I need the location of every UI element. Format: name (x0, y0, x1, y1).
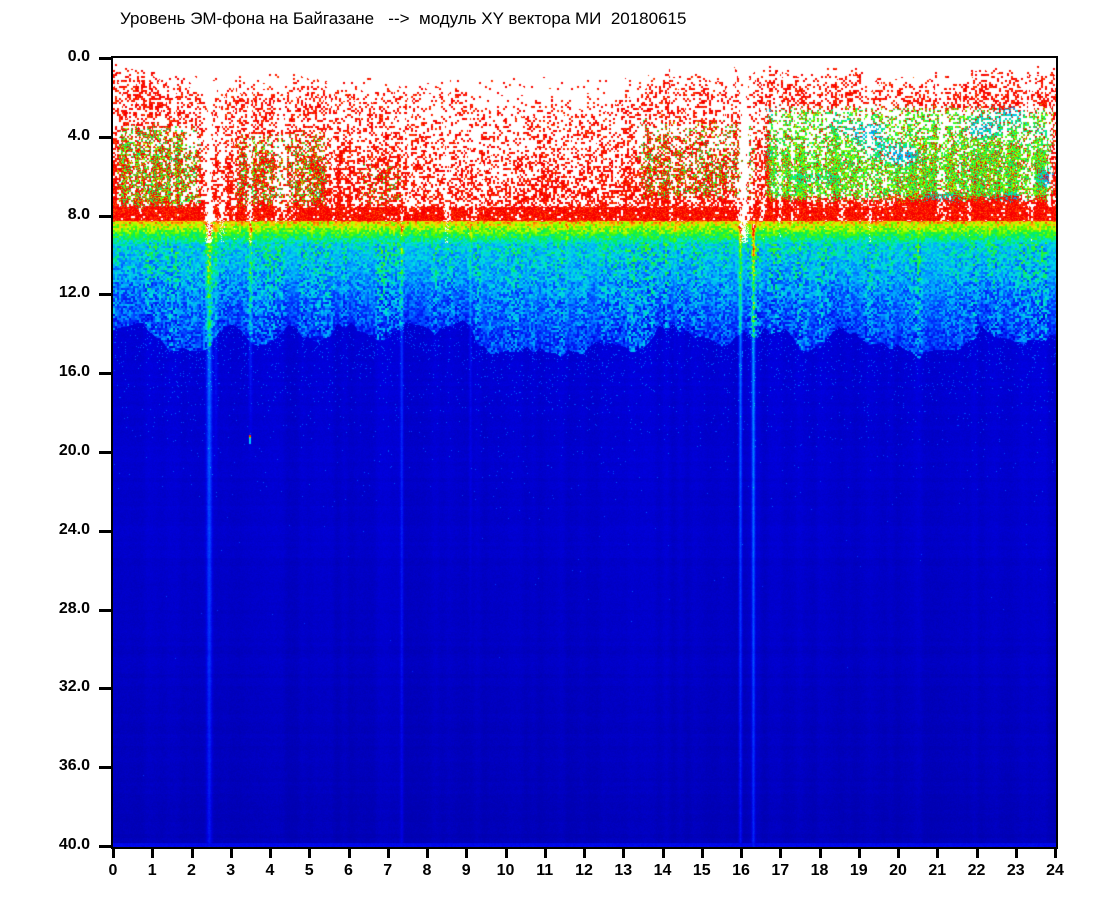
x-axis-tick-label: 18 (810, 862, 829, 879)
y-axis-tick-label: 4.0 (67, 126, 90, 144)
y-axis-tick-label: 8.0 (67, 205, 90, 223)
x-axis-tick (1014, 847, 1018, 858)
x-axis-tick-label: 9 (461, 862, 471, 879)
x-axis-tick-label: 15 (692, 862, 711, 879)
x-axis-tick (190, 847, 194, 858)
x-axis-tick (897, 847, 900, 858)
x-axis-tick (504, 847, 508, 858)
x-axis-tick-label: 6 (344, 862, 353, 879)
y-axis-tick (99, 451, 111, 454)
x-axis-tick (543, 847, 547, 858)
x-axis-tick (269, 847, 272, 858)
x-axis-tick-label: 5 (304, 862, 314, 879)
x-axis-tick (426, 847, 429, 858)
x-axis-tick-label: 10 (496, 862, 515, 879)
y-axis-tick-label: 32.0 (58, 678, 90, 696)
x-axis-tick (740, 847, 743, 858)
x-axis-tick (465, 847, 469, 858)
x-axis-tick-label: 3 (226, 862, 236, 879)
y-axis-tick-label: 12.0 (58, 284, 90, 302)
y-axis-tick-label: 36.0 (58, 757, 90, 775)
x-axis-tick (583, 847, 586, 858)
x-axis-tick (779, 847, 783, 858)
x-axis-tick-label: 17 (771, 862, 790, 879)
x-axis-tick-label: 22 (967, 862, 986, 879)
x-axis-tick-label: 4 (265, 862, 275, 879)
y-axis-tick-label: 20.0 (58, 442, 90, 459)
y-axis-tick-label: 0.0 (67, 48, 90, 65)
x-axis-tick-label: 12 (575, 862, 593, 879)
y-axis-tick (99, 293, 111, 297)
y-axis-tick (99, 57, 111, 60)
y-axis-tick (99, 529, 111, 533)
x-axis-tick (229, 847, 233, 858)
x-axis-tick-label: 23 (1006, 862, 1025, 879)
spectrogram-canvas (113, 58, 1056, 847)
x-axis-tick-label: 16 (732, 862, 750, 879)
y-axis-tick (99, 608, 111, 612)
x-axis-tick (347, 847, 351, 858)
y-axis-tick (99, 766, 111, 770)
x-axis-tick-label: 1 (147, 862, 157, 879)
x-axis-tick (151, 847, 155, 858)
y-axis-tick (99, 372, 111, 376)
chart-title: Уровень ЭМ-фона на Байгазане --> модуль … (120, 9, 687, 28)
x-axis-tick (622, 847, 626, 858)
x-axis-tick-label: 2 (187, 862, 196, 879)
x-axis-tick (975, 847, 979, 858)
y-axis-tick-label: 24.0 (58, 520, 90, 538)
x-axis-tick-label: 8 (422, 862, 432, 879)
y-axis-tick (99, 845, 111, 848)
x-axis-tick-label: 11 (536, 862, 554, 879)
y-axis-tick-label: 40.0 (58, 836, 90, 853)
x-axis-tick (386, 847, 390, 858)
x-axis-tick (936, 847, 940, 858)
x-axis-tick-label: 7 (383, 862, 393, 879)
x-axis-tick (857, 847, 861, 858)
x-axis-tick-label: 21 (928, 862, 947, 879)
x-axis-tick (1054, 847, 1057, 858)
x-axis-tick-label: 24 (1046, 862, 1064, 879)
x-axis-tick-label: 14 (653, 862, 672, 879)
x-axis-tick-label: 20 (889, 862, 907, 879)
x-axis-tick (700, 847, 704, 858)
x-axis-tick (661, 847, 665, 858)
x-axis-tick (818, 847, 822, 858)
x-axis-tick (308, 847, 312, 858)
x-axis-tick-label: 19 (849, 862, 868, 879)
x-axis-tick-label: 13 (614, 862, 633, 879)
x-axis-tick (112, 847, 115, 858)
y-axis-tick-label: 28.0 (58, 599, 90, 617)
x-axis-tick-label: 0 (108, 862, 118, 879)
y-axis-tick-label: 16.0 (58, 363, 90, 381)
plot-frame (111, 56, 1058, 849)
y-axis-tick (99, 687, 111, 691)
y-axis-tick (99, 214, 111, 218)
y-axis-tick (99, 135, 111, 139)
